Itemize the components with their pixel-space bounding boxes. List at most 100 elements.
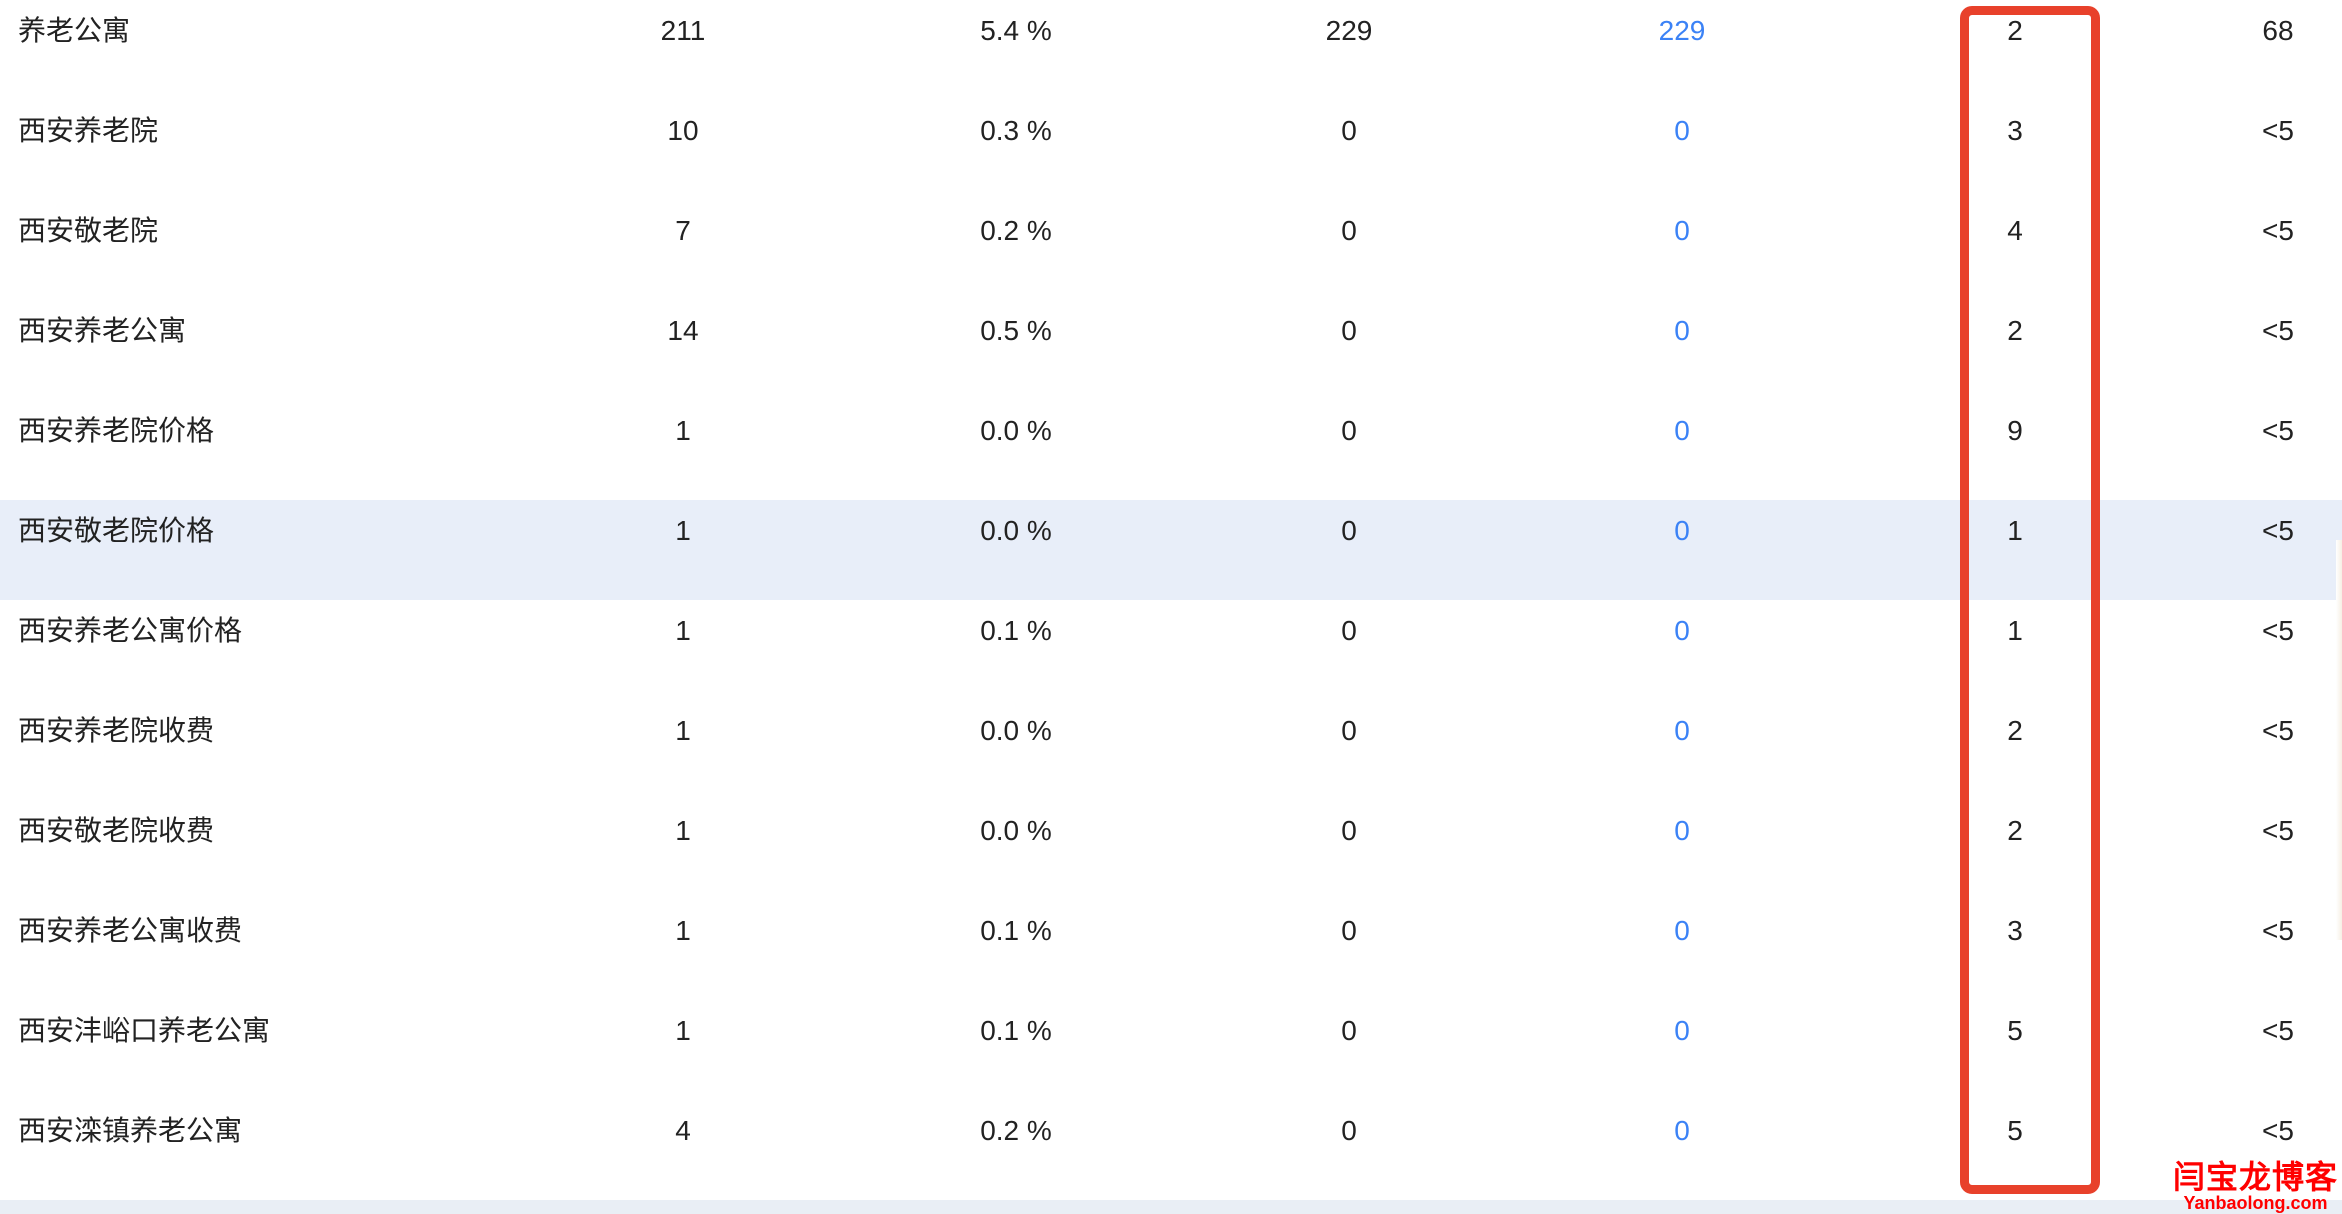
value-cell-c5: 1	[2007, 615, 2023, 646]
table-row[interactable]: 西安敬老院价格 1 0.0 % 0 0 1 <5	[0, 500, 2342, 600]
value-cell-c5: 5	[2007, 1015, 2023, 1046]
table-row[interactable]: 西安滦镇养老公寓 4 0.2 % 0 0 5 <5	[0, 1100, 2342, 1200]
value-cell-c3: 0	[1341, 615, 1357, 646]
value-cell-c2: 0.5 %	[980, 315, 1052, 346]
value-cell-c2: 0.3 %	[980, 115, 1052, 146]
value-cell-c2: 0.2 %	[980, 1115, 1052, 1146]
value-cell-c4[interactable]: 0	[1674, 515, 1690, 546]
value-cell-c2: 0.0 %	[980, 715, 1052, 746]
table-row[interactable]: 养老公寓 211 5.4 % 229 229 2 68	[0, 0, 2342, 100]
keyword-cell: 养老公寓	[18, 15, 131, 46]
watermark: 闫宝龙博客 Yanbaolong.com	[2173, 1160, 2338, 1212]
keyword-cell: 西安敬老院	[18, 215, 159, 246]
value-cell-c2: 0.0 %	[980, 515, 1052, 546]
value-cell-c2: 0.1 %	[980, 915, 1052, 946]
value-cell-c3: 229	[1325, 15, 1373, 46]
value-cell-c4[interactable]: 229	[1658, 15, 1706, 46]
value-cell-c5: 1	[2007, 515, 2023, 546]
value-cell-c3: 0	[1341, 215, 1357, 246]
value-cell-c6: <5	[2262, 615, 2294, 646]
keyword-cell: 西安敬老院价格	[18, 515, 215, 546]
keyword-cell: 西安养老公寓收费	[18, 915, 243, 946]
value-cell-c6: <5	[2262, 915, 2294, 946]
value-cell-c3: 0	[1341, 315, 1357, 346]
value-cell-c1: 7	[675, 215, 691, 246]
table-row[interactable]: 西安养老院价格 1 0.0 % 0 0 9 <5	[0, 400, 2342, 500]
value-cell-c3: 0	[1341, 115, 1357, 146]
keyword-cell: 西安养老院价格	[18, 415, 215, 446]
value-cell-c5: 4	[2007, 215, 2023, 246]
keyword-cell: 西安养老院收费	[18, 715, 215, 746]
table-row[interactable]: 西安养老公寓价格 1 0.1 % 0 0 1 <5	[0, 600, 2342, 700]
value-cell-c1: 14	[667, 315, 699, 346]
keyword-cell: 西安沣峪口养老公寓	[18, 1015, 271, 1046]
value-cell-c1: 4	[675, 1115, 691, 1146]
table-row[interactable]: 西安养老公寓 14 0.5 % 0 0 2 <5	[0, 300, 2342, 400]
value-cell-c1: 1	[675, 515, 691, 546]
value-cell-c6: <5	[2262, 1015, 2294, 1046]
value-cell-c1: 1	[675, 1015, 691, 1046]
value-cell-c5: 2	[2007, 815, 2023, 846]
value-cell-c6: <5	[2262, 815, 2294, 846]
value-cell-c4[interactable]: 0	[1674, 715, 1690, 746]
scroll-edge-shadow	[2336, 540, 2342, 940]
value-cell-c2: 0.0 %	[980, 815, 1052, 846]
table-footer-bar	[0, 1200, 2342, 1214]
value-cell-c3: 0	[1341, 415, 1357, 446]
value-cell-c3: 0	[1341, 1015, 1357, 1046]
table-row[interactable]: 西安养老公寓收费 1 0.1 % 0 0 3 <5	[0, 900, 2342, 1000]
value-cell-c6: <5	[2262, 115, 2294, 146]
value-cell-c2: 0.0 %	[980, 415, 1052, 446]
value-cell-c4[interactable]: 0	[1674, 315, 1690, 346]
value-cell-c6: <5	[2262, 1115, 2294, 1146]
value-cell-c2: 5.4 %	[980, 15, 1052, 46]
keyword-cell: 西安养老院	[18, 115, 159, 146]
value-cell-c4[interactable]: 0	[1674, 115, 1690, 146]
value-cell-c2: 0.2 %	[980, 215, 1052, 246]
value-cell-c4[interactable]: 0	[1674, 815, 1690, 846]
value-cell-c3: 0	[1341, 515, 1357, 546]
table-row[interactable]: 西安养老院收费 1 0.0 % 0 0 2 <5	[0, 700, 2342, 800]
value-cell-c4[interactable]: 0	[1674, 615, 1690, 646]
keyword-cell: 西安养老公寓价格	[18, 615, 243, 646]
value-cell-c1: 1	[675, 615, 691, 646]
value-cell-c1: 1	[675, 715, 691, 746]
value-cell-c6: 68	[2262, 15, 2294, 46]
value-cell-c1: 1	[675, 815, 691, 846]
value-cell-c3: 0	[1341, 715, 1357, 746]
value-cell-c1: 211	[660, 15, 706, 46]
table-row[interactable]: 西安沣峪口养老公寓 1 0.1 % 0 0 5 <5	[0, 1000, 2342, 1100]
value-cell-c1: 1	[675, 415, 691, 446]
value-cell-c3: 0	[1341, 815, 1357, 846]
table-row[interactable]: 西安养老院 10 0.3 % 0 0 3 <5	[0, 100, 2342, 200]
value-cell-c4[interactable]: 0	[1674, 415, 1690, 446]
value-cell-c2: 0.1 %	[980, 615, 1052, 646]
value-cell-c1: 10	[667, 115, 699, 146]
value-cell-c4[interactable]: 0	[1674, 215, 1690, 246]
value-cell-c5: 9	[2007, 415, 2023, 446]
value-cell-c5: 2	[2007, 315, 2023, 346]
value-cell-c4[interactable]: 0	[1674, 1015, 1690, 1046]
value-cell-c4[interactable]: 0	[1674, 915, 1690, 946]
keyword-cell: 西安滦镇养老公寓	[18, 1115, 243, 1146]
value-cell-c5: 2	[2007, 715, 2023, 746]
value-cell-c5: 3	[2007, 915, 2023, 946]
value-cell-c6: <5	[2262, 315, 2294, 346]
value-cell-c3: 0	[1341, 915, 1357, 946]
highlight-box-annotation	[1960, 6, 2100, 1194]
value-cell-c5: 5	[2007, 1115, 2023, 1146]
value-cell-c1: 1	[675, 915, 691, 946]
watermark-url: Yanbaolong.com	[2183, 1193, 2328, 1213]
value-cell-c4[interactable]: 0	[1674, 1115, 1690, 1146]
table-row[interactable]: 西安敬老院收费 1 0.0 % 0 0 2 <5	[0, 800, 2342, 900]
keyword-cell: 西安敬老院收费	[18, 815, 215, 846]
value-cell-c3: 0	[1341, 1115, 1357, 1146]
watermark-title: 闫宝龙博客	[2172, 1159, 2338, 1195]
value-cell-c5: 2	[2007, 15, 2023, 46]
keyword-cell: 西安养老公寓	[18, 315, 187, 346]
table-row[interactable]: 西安敬老院 7 0.2 % 0 0 4 <5	[0, 200, 2342, 300]
value-cell-c6: <5	[2262, 215, 2294, 246]
value-cell-c5: 3	[2007, 115, 2023, 146]
value-cell-c6: <5	[2262, 515, 2294, 546]
value-cell-c6: <5	[2262, 715, 2294, 746]
